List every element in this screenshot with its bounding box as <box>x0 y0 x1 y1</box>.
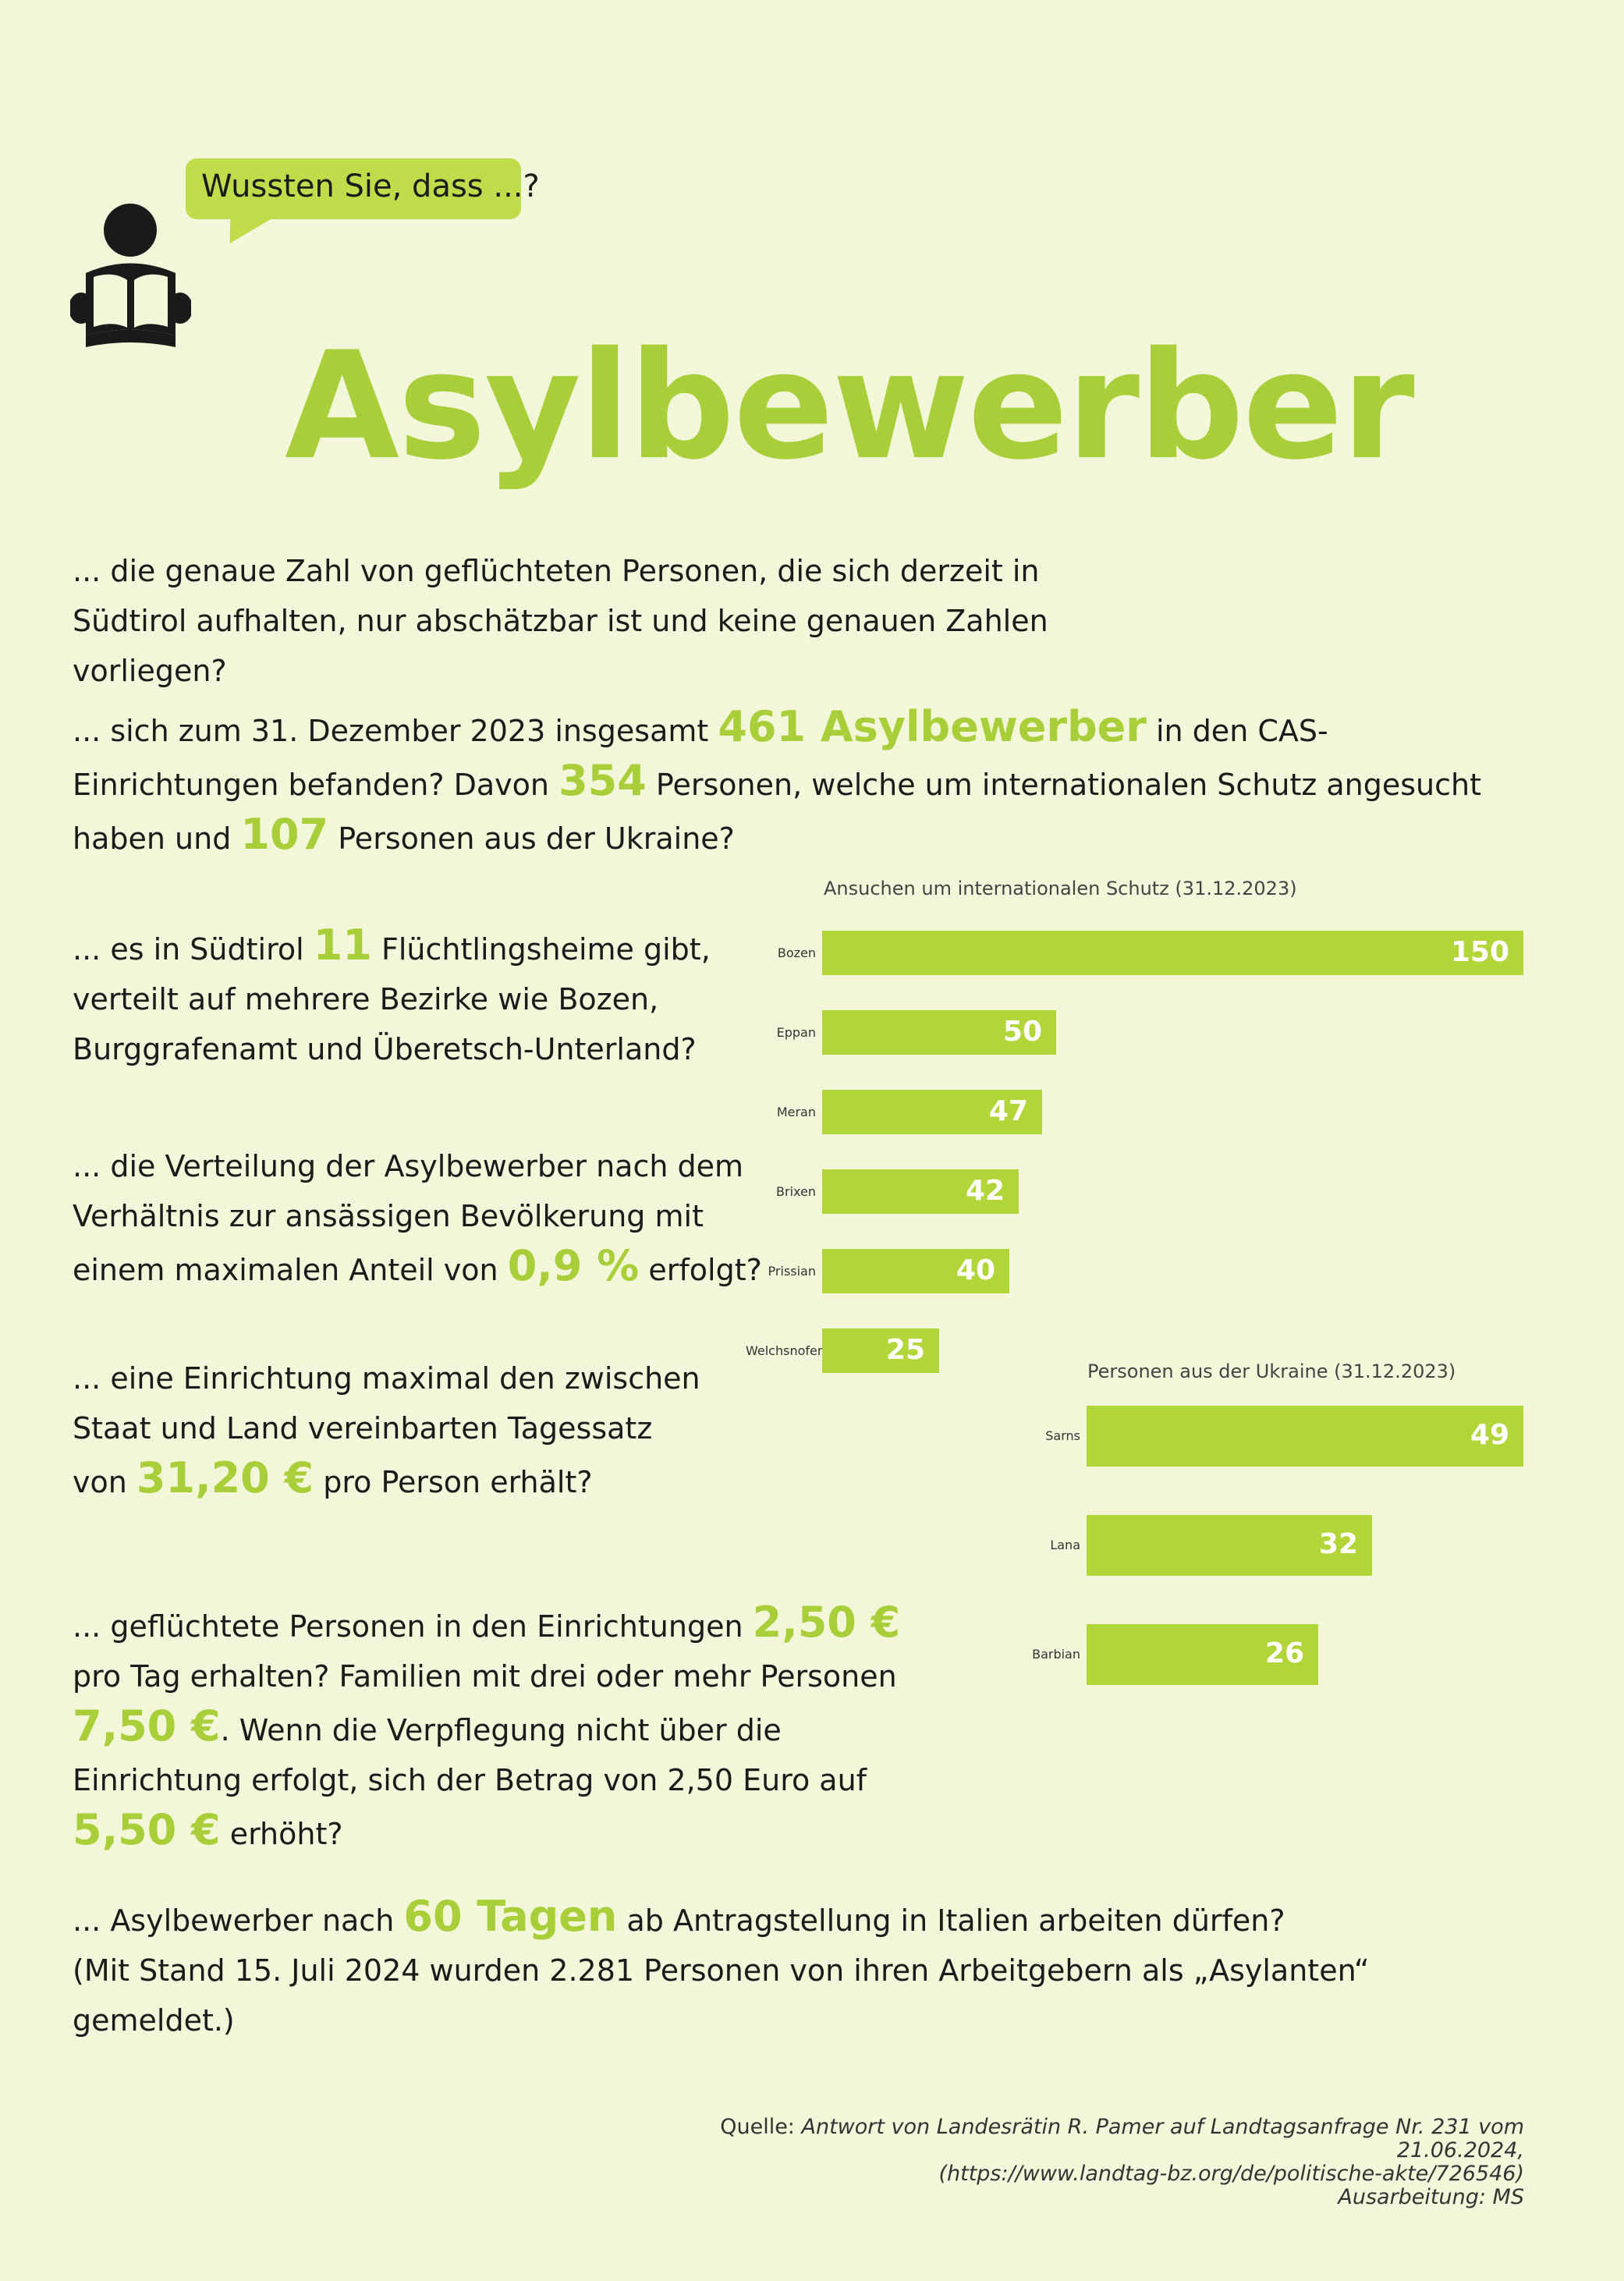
fact-2-total-asylum: 461 Asylbewerber <box>718 702 1147 751</box>
fact-2-text-c: Personen, welche um internationalen Schu… <box>73 768 1482 856</box>
chart-2-bar <box>1087 1515 1372 1576</box>
fact-3-shelters-count: 11 <box>313 921 372 970</box>
chart-1-value-label: 47 <box>988 1094 1028 1127</box>
fact-5-text-b: pro Person erhält? <box>323 1465 593 1499</box>
fact-6-text-b: pro Tag erhalten? Familien mit drei oder… <box>73 1659 897 1694</box>
source-line-2: (https://www.landtag-bz.org/de/politisch… <box>938 2162 1524 2186</box>
chart-2-bar <box>1087 1624 1318 1685</box>
fact-4: ... die Verteilung der Asylbewerber nach… <box>73 1141 775 1295</box>
fact-2-ukraine-count: 107 <box>240 810 329 859</box>
chart-1-bar <box>822 1249 1009 1293</box>
chart-1-value-label: 50 <box>1002 1015 1042 1048</box>
fact-2-protection-count: 354 <box>558 756 647 805</box>
chart-1-value-label: 40 <box>956 1254 995 1286</box>
fact-2-text-b: in den CAS-Einrichtungen befanden? Davon <box>73 714 1328 802</box>
fact-7-note: (Mit Stand 15. Juli 2024 wurden 2.281 Pe… <box>73 1953 1370 2038</box>
fact-6-text-c: . Wenn die Verpflegung nicht über die Ei… <box>73 1713 867 1797</box>
fact-5-daily-rate: 31,20 € <box>136 1453 314 1502</box>
fact-7-text-a: ... Asylbewerber nach <box>73 1903 395 1938</box>
chart-1-category-label: Bozen <box>777 945 816 960</box>
chart-1-category-label: Prissian <box>768 1263 816 1279</box>
chart-1-bar <box>822 1090 1042 1134</box>
fact-7-text-b: ab Antragstellung in Italien arbeiten dü… <box>626 1903 1285 1938</box>
fact-2-text-a: ... sich zum 31. Dezember 2023 insgesamt <box>73 714 709 748</box>
fact-7-days: 60 Tagen <box>403 1892 618 1941</box>
chart-2-value-label: 49 <box>1470 1419 1509 1451</box>
fact-1: ... die genaue Zahl von geflüchteten Per… <box>73 554 1048 688</box>
bubble-text: Wussten Sie, dass ...? <box>201 169 540 204</box>
chart-1-bar <box>822 931 1523 975</box>
source-line-3: Ausarbeitung: MS <box>1338 2185 1524 2209</box>
fact-3-text-a: ... es in Südtirol <box>73 932 304 967</box>
fact-5: ... eine Einrichtung maximal den zwische… <box>73 1353 712 1507</box>
chart-1-category-label: Eppan <box>776 1024 816 1040</box>
chart-1-bar <box>822 1169 1019 1214</box>
chart-2-value-label: 32 <box>1318 1528 1358 1560</box>
chart-2-category-label: Lana <box>1050 1538 1080 1552</box>
chart-1-value-label: 42 <box>965 1174 1005 1207</box>
speech-bubble-icon <box>186 158 521 219</box>
fact-2-text-d: Personen aus der Ukraine? <box>338 821 735 856</box>
fact-6-family-amount: 7,50 € <box>73 1701 221 1751</box>
chart-1-title: Ansuchen um internationalen Schutz (31.1… <box>824 878 1297 899</box>
chart-2-category-label: Sarns <box>1045 1428 1080 1443</box>
chart-1-bar <box>822 1010 1056 1055</box>
fact-6: ... geflüchtete Personen in den Einricht… <box>73 1598 954 1859</box>
chart-1-bar <box>822 1329 939 1373</box>
chart-2-value-label: 26 <box>1264 1637 1304 1669</box>
fact-7: ... Asylbewerber nach 60 Tagen ab Antrag… <box>73 1892 1539 2045</box>
person-reading-icon <box>70 204 191 347</box>
chart-2-bar <box>1087 1406 1523 1467</box>
chart-1-category-label: Welchsnofen <box>746 1343 825 1358</box>
fact-4-max-share: 0,9 % <box>507 1241 640 1290</box>
fact-6-text-a: ... geflüchtete Personen in den Einricht… <box>73 1609 743 1644</box>
source-label: Quelle: <box>720 2115 795 2139</box>
source-line-1: Antwort von Landesrätin R. Pamer auf Lan… <box>801 2115 1525 2162</box>
chart-1-category-label: Meran <box>776 1104 816 1119</box>
speech-bubble-tail <box>214 215 278 243</box>
chart-1-category-label: Brixen <box>776 1183 816 1199</box>
fact-6-text-d: erhöht? <box>229 1817 343 1851</box>
chart-1-value-label: 25 <box>885 1333 925 1366</box>
fact-3-text-b: Flüchtlingsheime gibt, verteilt auf mehr… <box>73 932 711 1066</box>
fact-6-raised-amount: 5,50 € <box>73 1805 221 1854</box>
fact-5-text-a: ... eine Einrichtung maximal den zwische… <box>73 1361 700 1499</box>
fact-4-text-a: ... die Verteilung der Asylbewerber nach… <box>73 1149 744 1287</box>
chart-2-category-label: Barbian <box>1032 1647 1080 1662</box>
chart-2-title: Personen aus der Ukraine (31.12.2023) <box>1087 1360 1456 1382</box>
fact-6-daily-amount: 2,50 € <box>752 1598 901 1647</box>
fact-4-text-b: erfolgt? <box>648 1253 762 1287</box>
chart-1-value-label: 150 <box>1450 935 1509 968</box>
page-title: Asylbewerber <box>285 320 1415 492</box>
source-note: Quelle: Antwort von Landesrätin R. Pamer… <box>588 2116 1524 2209</box>
fact-2: ... sich zum 31. Dezember 2023 insgesamt… <box>73 702 1516 864</box>
fact-3: ... es in Südtirol 11 Flüchtlingsheime g… <box>73 921 759 1074</box>
